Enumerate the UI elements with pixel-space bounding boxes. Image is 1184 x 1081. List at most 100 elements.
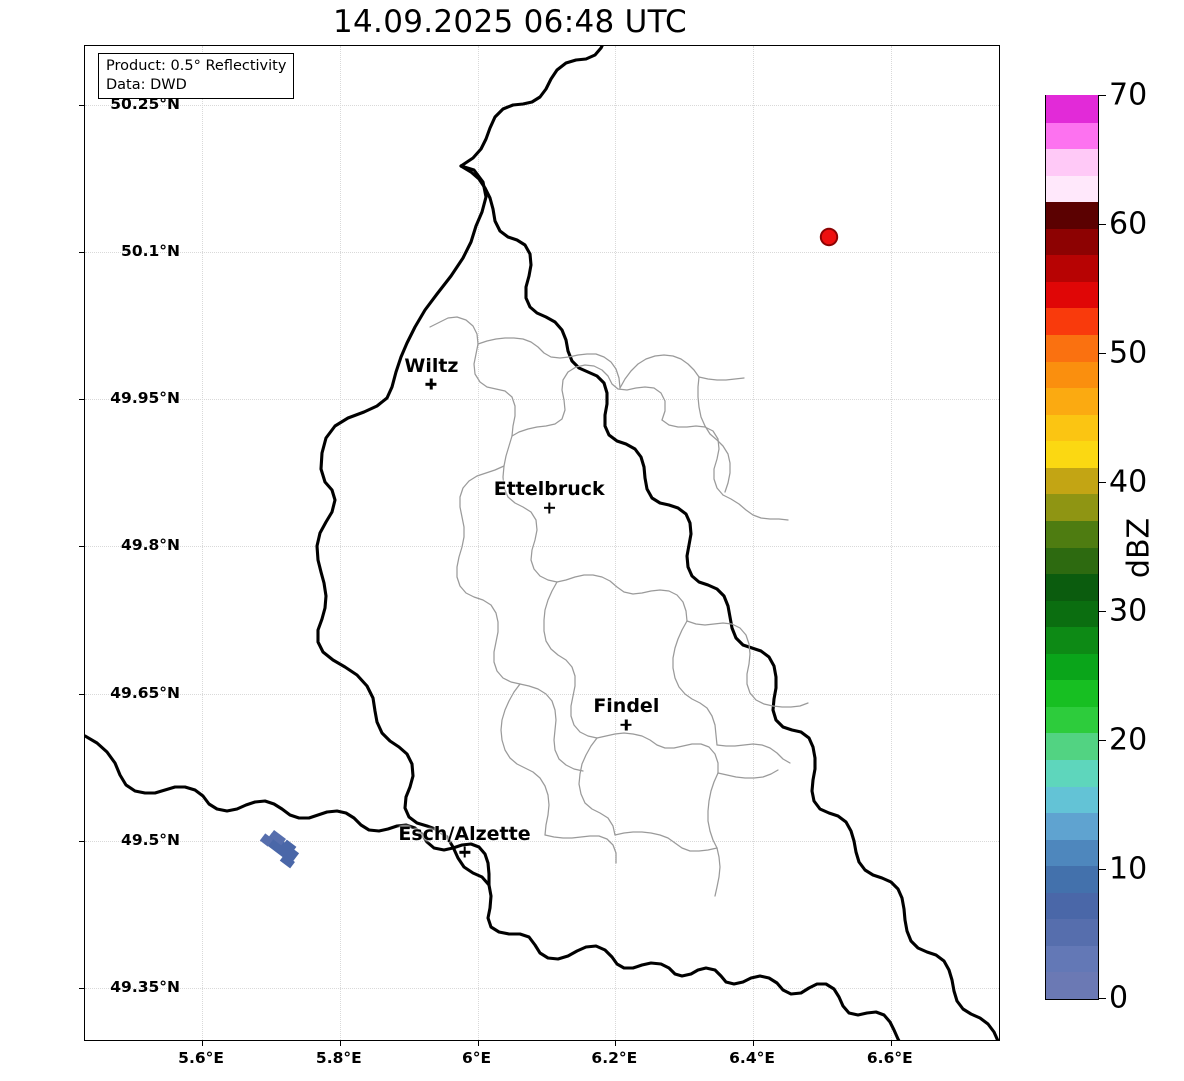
colorbar-tickmark [1098, 611, 1106, 612]
colorbar-band [1046, 95, 1098, 123]
x-axis-tick-label: 5.6°E [178, 1049, 224, 1067]
colorbar-tick-label: 50 [1109, 335, 1148, 371]
colorbar-band [1046, 573, 1098, 601]
city-marker-ettelbruck: Ettelbruck [494, 478, 605, 514]
colorbar-tick-label: 60 [1109, 206, 1148, 242]
map-clip-area: Wiltz Ettelbruck Findel Esch/Alzette Produc… [85, 46, 999, 1040]
colorbar-band [1046, 600, 1098, 628]
colorbar-tickmark [1098, 740, 1106, 741]
page-title: 14.09.2025 06:48 UTC [333, 4, 687, 40]
gridline-lon [477, 46, 479, 1040]
city-label: Findel [593, 695, 660, 718]
cross-icon [404, 378, 458, 391]
y-tickmark [79, 988, 85, 990]
gridline-lon [339, 46, 341, 1040]
x-tickmark [477, 1040, 479, 1046]
colorbar-band [1046, 228, 1098, 256]
x-tickmark [615, 1040, 617, 1046]
city-label: Ettelbruck [493, 478, 605, 501]
y-tickmark [79, 104, 85, 106]
legend-data-line: Data: DWD [106, 76, 187, 93]
gridline-lat [85, 693, 999, 695]
gridline-lat [85, 988, 999, 990]
y-axis-tick-label: 49.5°N [121, 830, 180, 849]
x-tickmark [890, 1040, 892, 1046]
colorbar-band [1046, 945, 1098, 973]
y-axis-tick-label: 49.65°N [110, 683, 180, 702]
colorbar-band [1046, 679, 1098, 707]
y-axis-tick-label: 50.25°N [110, 94, 180, 113]
colorbar-band [1046, 732, 1098, 760]
gridline-lat [85, 399, 999, 401]
reflectivity-colorbar [1045, 95, 1099, 1000]
y-tickmark [79, 399, 85, 401]
colorbar-band [1046, 653, 1098, 681]
x-axis-tick-label: 5.8°E [315, 1049, 362, 1067]
blue-echo-southwest [259, 829, 300, 869]
red-echo-northeast [819, 227, 839, 247]
colorbar-band [1046, 414, 1098, 442]
x-tickmark [339, 1040, 341, 1046]
colorbar-band [1046, 148, 1098, 176]
y-tickmark [79, 252, 85, 254]
colorbar-band [1046, 520, 1098, 548]
colorbar-band [1046, 493, 1098, 521]
colorbar-tickmark [1098, 95, 1106, 96]
gridline-lat [85, 252, 999, 254]
radar-map-plot: Wiltz Ettelbruck Findel Esch/Alzette Produc… [79, 45, 1000, 1046]
radar-echo-layer [259, 227, 839, 869]
colorbar-band [1046, 839, 1098, 867]
colorbar-tick-label: 40 [1109, 464, 1148, 500]
colorbar-band [1046, 334, 1098, 362]
colorbar-band [1046, 387, 1098, 415]
gridline-lon [753, 46, 755, 1040]
colorbar-band [1046, 626, 1098, 654]
colorbar-band [1046, 201, 1098, 229]
x-tickmark [753, 1040, 755, 1046]
colorbar-band [1046, 361, 1098, 389]
y-tickmark [79, 693, 85, 695]
gridline-lon [202, 46, 204, 1040]
colorbar-band [1046, 706, 1098, 734]
x-axis-tick-label: 6.4°E [729, 1049, 775, 1067]
y-axis-tick-label: 50.1°N [121, 242, 180, 261]
city-marker-esch-alzette: Esch/Alzette [398, 823, 530, 859]
colorbar-band [1046, 971, 1098, 999]
colorbar-band [1046, 307, 1098, 336]
x-tickmark [202, 1040, 204, 1046]
y-tickmark [79, 840, 85, 842]
gridline-lat [85, 546, 999, 548]
y-axis-tick-label: 49.8°N [121, 536, 180, 555]
colorbar-band [1046, 440, 1098, 468]
colorbar-band [1046, 918, 1098, 946]
x-axis-tick-label: 6.2°E [591, 1049, 638, 1067]
colorbar-band [1046, 812, 1098, 840]
gridline-lon [890, 46, 892, 1040]
colorbar-band [1046, 759, 1098, 787]
y-axis-tick-label: 49.35°N [110, 978, 180, 997]
colorbar-band [1046, 254, 1098, 282]
cross-icon [593, 718, 659, 731]
y-axis-tick-label: 49.95°N [110, 389, 180, 408]
colorbar-tickmark [1098, 224, 1106, 225]
product-info-legend: Product: 0.5° Reflectivity Data: DWD [98, 53, 295, 100]
cross-icon [398, 846, 530, 859]
colorbar-band [1046, 281, 1098, 309]
colorbar-band [1046, 467, 1098, 495]
colorbar-band [1046, 175, 1098, 203]
cross-icon [494, 501, 605, 514]
city-marker-findel: Findel [593, 695, 659, 731]
colorbar-band [1046, 865, 1098, 893]
colorbar-tick-label: 30 [1109, 593, 1148, 629]
legend-product-line: Product: 0.5° Reflectivity [106, 58, 287, 74]
colorbar-bands [1046, 95, 1098, 999]
colorbar-band [1046, 785, 1098, 814]
colorbar-band [1046, 121, 1098, 150]
colorbar-band [1046, 546, 1098, 575]
colorbar-tick-label: 70 [1109, 77, 1148, 113]
colorbar-tickmark [1098, 998, 1106, 999]
city-label: Esch/Alzette [398, 822, 531, 845]
gridline-lat [85, 840, 999, 842]
colorbar-tickmark [1098, 869, 1106, 870]
colorbar-unit-label: dBZ [1121, 517, 1157, 579]
